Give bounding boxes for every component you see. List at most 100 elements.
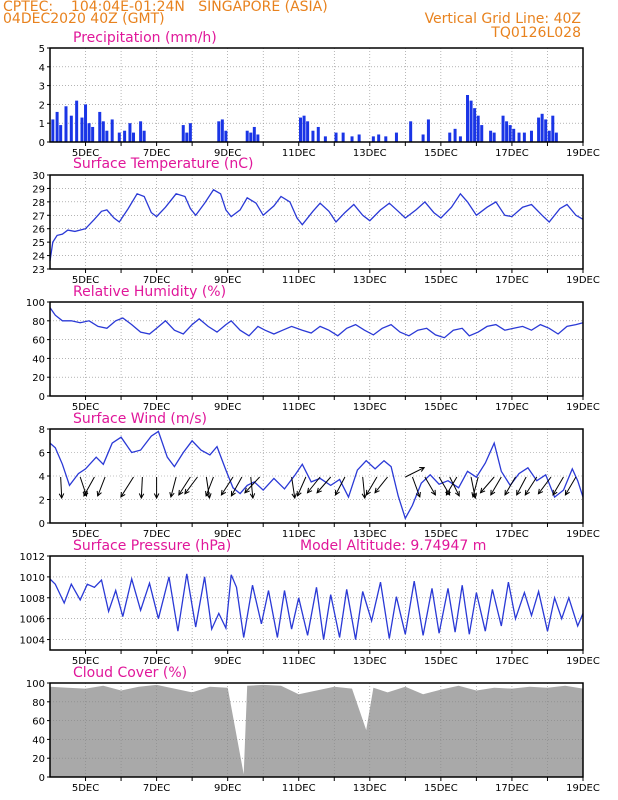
wind-arrow [524, 476, 538, 496]
cloud-ytick-label: 40 [32, 735, 45, 746]
cloud-ytick-label: 20 [32, 754, 45, 765]
temp-xtick-label: 15DEC [424, 275, 458, 286]
wind-arrow [97, 476, 106, 497]
wind-arrow [490, 476, 502, 496]
cloud-title: Cloud Cover (%) [73, 665, 187, 681]
precip-bar [505, 121, 509, 142]
wind-arrow [60, 476, 63, 499]
temp-frame [49, 174, 584, 270]
wind-ytick-label: 6 [39, 449, 45, 460]
wind-arrow [120, 476, 134, 498]
precip-bar [101, 121, 105, 142]
wind-arrow-head [138, 493, 145, 500]
humidity-xtick-label: 19DEC [566, 402, 600, 413]
wind-arrow-head [96, 490, 102, 497]
wind-arrow [449, 476, 460, 497]
wind-xtick-label: 7DEC [143, 529, 170, 540]
precip-bar [357, 134, 361, 142]
precip-bar [117, 132, 121, 142]
temp-ytick-label: 27 [32, 211, 45, 222]
wind-arrow [307, 476, 321, 494]
precip-bar [185, 132, 189, 142]
wind-arrow-head [244, 487, 250, 494]
humidity-ytick-label: 100 [26, 298, 45, 309]
precip-bar [64, 106, 68, 142]
precip-bar [224, 130, 228, 142]
wind-arrow [296, 476, 307, 497]
precip-bar [476, 115, 480, 142]
precip-ytick-label: 4 [39, 63, 45, 74]
precip-bar [69, 115, 73, 142]
precip-bar [252, 126, 256, 142]
precip-bar [123, 130, 127, 142]
wind-ytick-label: 8 [39, 425, 45, 436]
precip-bar [466, 95, 470, 142]
temp-ytick-label: 26 [32, 225, 45, 236]
pressure-line [49, 573, 584, 640]
run-date-header: 04DEC2020 40Z (GMT) [3, 11, 165, 27]
wind-arrow [178, 476, 191, 496]
precip-ytick-label: 5 [39, 44, 45, 55]
wind-xtick-label: 9DEC [214, 529, 241, 540]
pressure-frame [49, 555, 584, 651]
pressure-ytick-label: 1004 [20, 636, 45, 647]
precip-bar [551, 115, 555, 142]
precip-bar [489, 130, 493, 142]
pressure-xtick-label: 11DEC [282, 656, 316, 667]
precip-bar [128, 123, 132, 142]
pressure-ytick-label: 1008 [20, 594, 45, 605]
wind-arrow [205, 476, 210, 499]
precip-bar [80, 117, 84, 142]
pressure-title: Surface Pressure (hPa) [73, 538, 231, 554]
humidity-xtick-label: 17DEC [495, 402, 529, 413]
precip-xtick-label: 9DEC [214, 148, 241, 159]
precip-bar [91, 126, 95, 142]
wind-arrow [205, 476, 214, 497]
precip-bar [384, 136, 388, 142]
wind-arrow [405, 467, 425, 478]
precip-bar [316, 126, 320, 142]
wind-arrow [83, 476, 95, 497]
wind-title: Surface Wind (m/s) [73, 411, 207, 427]
wind-arrow-head [471, 491, 477, 498]
wind-arrow [250, 476, 254, 499]
wind-arrow-head [230, 490, 236, 497]
precip-bar [105, 130, 109, 142]
precip-ytick-label: 3 [39, 82, 45, 93]
wind-arrow-head [153, 493, 160, 500]
precip-bar [188, 123, 192, 142]
precip-bar [249, 132, 253, 142]
precip-bar [453, 128, 457, 142]
precip-title: Precipitation (mm/h) [73, 30, 217, 46]
wind-arrow-head [430, 489, 436, 496]
pressure-xtick-label: 5DEC [72, 656, 99, 667]
wind-arrow-head [58, 493, 65, 500]
wind-arrow [244, 476, 261, 494]
station-header: CPTEC: 104:04E-01:24N SINGAPORE (ASIA) [3, 0, 328, 15]
temp-ytick-label: 28 [32, 198, 45, 209]
wind-arrow-head [220, 489, 227, 496]
wind-arrow-head [490, 489, 496, 496]
precip-bar [302, 115, 306, 142]
cloud-xtick-label: 9DEC [214, 783, 241, 794]
precip-bar [142, 130, 146, 142]
pressure-ytick-label: 1006 [20, 615, 45, 626]
wind-arrow-head [205, 490, 211, 497]
wind-arrow [564, 476, 577, 496]
cloud-xtick-label: 11DEC [282, 783, 316, 794]
humidity-title: Relative Humidity (%) [73, 284, 226, 300]
wind-arrow-head [334, 489, 340, 496]
precip-bar [409, 121, 413, 142]
precip-bar [220, 119, 224, 142]
pressure-annotation: Model Altitude: 9.74947 m [300, 538, 486, 554]
wind-xtick-label: 17DEC [495, 529, 529, 540]
wind-arrow [362, 476, 366, 499]
wind-arrow-head [419, 467, 426, 472]
precip-bar [334, 132, 338, 142]
precip-bar [537, 117, 541, 142]
precip-bar [132, 132, 136, 142]
wind-arrow-head [206, 493, 212, 500]
precip-bar [508, 125, 512, 142]
pressure-xtick-label: 13DEC [353, 656, 387, 667]
precip-bar [98, 111, 102, 142]
